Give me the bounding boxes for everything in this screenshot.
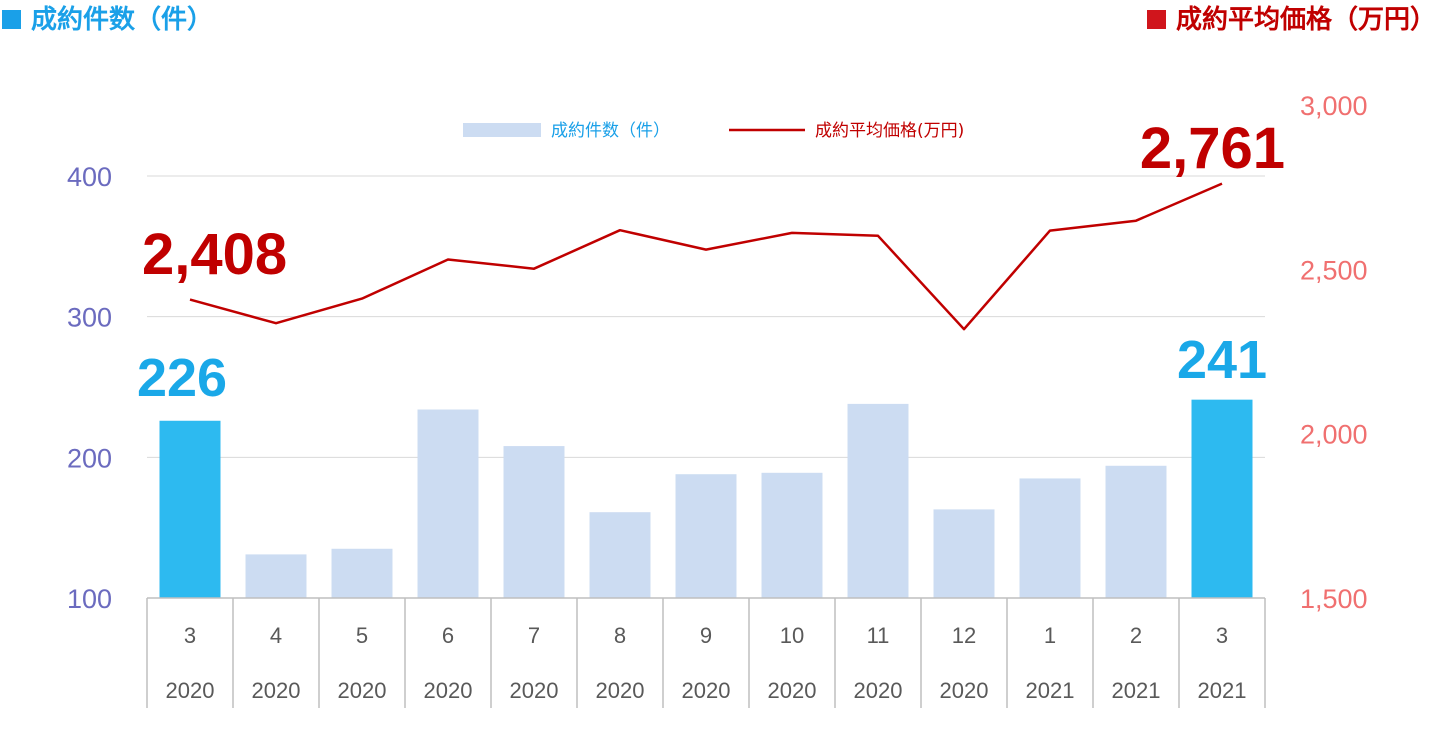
left-axis-title: 成約件数（件） (2, 2, 213, 38)
bar-9 (933, 509, 995, 598)
bar-0 (159, 420, 221, 598)
x-tick-month: 6 (442, 623, 454, 648)
x-tick-month: 10 (780, 623, 804, 648)
bar-5 (589, 512, 651, 598)
x-tick-month: 4 (270, 623, 282, 648)
right-axis-title: 成約平均価格（万円） (1146, 2, 1436, 38)
x-tick-year: 2020 (510, 678, 559, 703)
left-tick-label: 200 (67, 443, 112, 473)
x-tick-month: 2 (1130, 623, 1142, 648)
x-tick-month: 3 (184, 623, 196, 648)
right-axis-title-text: 成約平均価格（万円） (1175, 5, 1436, 35)
x-tick-year: 2021 (1112, 678, 1161, 703)
bar-6 (675, 474, 737, 598)
x-tick-year: 2020 (424, 678, 473, 703)
legend-line-label: 成約平均価格(万円) (815, 121, 964, 141)
red-square-icon (1146, 10, 1166, 29)
callout-count-first: 226 (137, 348, 227, 408)
price-line (189, 182, 1223, 331)
x-tick-month: 7 (528, 623, 540, 648)
x-tick-month: 11 (867, 623, 890, 648)
bar-8 (847, 403, 909, 598)
legend-bar-swatch (463, 123, 541, 137)
x-tick-month: 1 (1044, 623, 1056, 648)
x-tick-month: 9 (700, 623, 712, 648)
callout-price-first: 2,408 (142, 222, 287, 287)
x-tick-month: 5 (356, 623, 368, 648)
right-tick-label: 2,000 (1300, 420, 1368, 450)
bar-2 (331, 548, 393, 598)
x-tick-month: 8 (614, 623, 626, 648)
x-tick-month: 12 (952, 623, 976, 648)
bar-1 (245, 554, 307, 598)
bar-7 (761, 472, 823, 598)
x-tick-year: 2020 (338, 678, 387, 703)
x-tick-year: 2021 (1026, 678, 1075, 703)
bar-series (159, 399, 1253, 598)
x-tick-year: 2020 (768, 678, 817, 703)
callout-count-last: 241 (1177, 330, 1267, 390)
right-tick-label: 3,000 (1300, 91, 1368, 121)
legend-bar-label: 成約件数（件） (551, 121, 670, 141)
left-tick-label: 400 (67, 162, 112, 192)
left-tick-label: 100 (67, 584, 112, 614)
x-tick-year: 2021 (1198, 678, 1247, 703)
x-tick-year: 2020 (682, 678, 731, 703)
blue-square-icon (2, 10, 21, 29)
bar-11 (1105, 465, 1167, 598)
x-tick-year: 2020 (854, 678, 903, 703)
left-axis-title-text: 成約件数（件） (31, 5, 214, 35)
callouts: 226 241 2,408 2,761 (137, 116, 1285, 408)
x-tick-year: 2020 (940, 678, 989, 703)
x-tick-month: 3 (1216, 623, 1228, 648)
gridlines (147, 175, 1265, 458)
right-tick-label: 1,500 (1300, 584, 1368, 614)
bar-12 (1191, 399, 1253, 598)
line-series (189, 182, 1223, 331)
legend: 成約件数（件） 成約平均価格(万円) (463, 121, 964, 141)
x-tick-year: 2020 (252, 678, 301, 703)
x-tick-year: 2020 (166, 678, 215, 703)
axes: 3 2020 4 2020 5 2020 6 2020 7 2020 8 2020 9 2020 10 202… (67, 91, 1368, 708)
bar-3 (417, 409, 479, 598)
callout-price-last: 2,761 (1140, 116, 1285, 181)
bar-10 (1019, 478, 1081, 598)
x-tick-year: 2020 (596, 678, 645, 703)
right-tick-label: 2,500 (1300, 255, 1368, 285)
left-tick-label: 300 (67, 303, 112, 333)
bar-4 (503, 446, 565, 598)
